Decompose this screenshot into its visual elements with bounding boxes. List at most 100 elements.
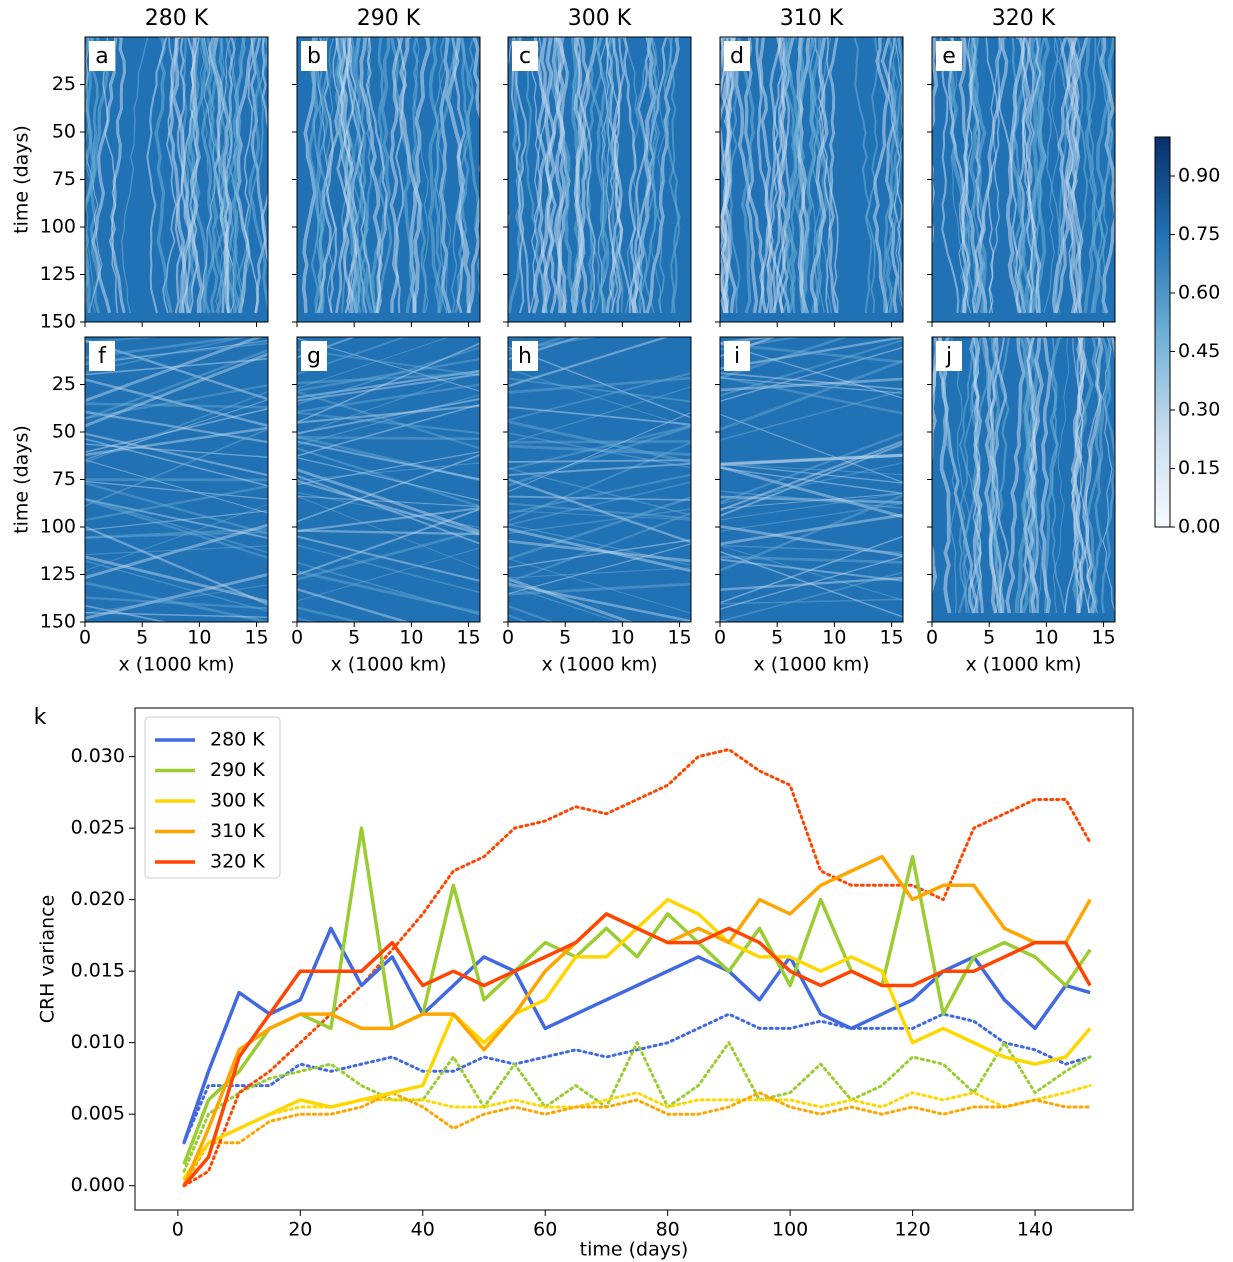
texture-stripe [297, 495, 480, 570]
panel-letter-box [301, 41, 327, 71]
texture-stripe [1063, 337, 1085, 614]
dotted-line [182, 1012, 1092, 1145]
heatmap-texture [85, 37, 268, 314]
panel-letter: k [34, 705, 47, 730]
y-tick-label: 50 [52, 421, 76, 443]
y-axis-label: time (days) [11, 425, 33, 534]
y-tick-label: 100 [40, 216, 76, 238]
texture-stripe [223, 37, 236, 314]
texture-stripe [1046, 37, 1063, 314]
texture-stripe [466, 37, 480, 314]
texture-stripe [85, 523, 268, 580]
texture-stripe [508, 481, 691, 526]
texture-stripe [932, 337, 938, 402]
texture-stripe [508, 337, 600, 352]
texture-stripe [85, 438, 268, 487]
texture-stripe [865, 37, 881, 314]
texture-stripe [720, 467, 903, 495]
x-tick-label: 15 [879, 627, 903, 649]
y-tick-label: 50 [52, 121, 76, 143]
y-tick-label: 125 [40, 263, 76, 285]
texture-stripe [412, 37, 429, 314]
texture-stripe [508, 459, 691, 463]
texture-stripe [508, 604, 555, 622]
texture-stripe [720, 492, 903, 510]
texture-stripe [508, 346, 691, 419]
texture-stripe [508, 567, 691, 579]
texture-stripe [85, 581, 268, 622]
texture-stripe [85, 443, 268, 458]
y-axis-label: time (days) [11, 125, 33, 234]
x-tick-label: 15 [667, 627, 691, 649]
texture-stripe [85, 349, 268, 421]
y-tick-label: 25 [52, 373, 76, 395]
heatmap-texture [85, 337, 268, 622]
texture-stripe [508, 440, 691, 444]
texture-stripe [508, 495, 691, 501]
texture-stripe [297, 342, 480, 424]
texture-stripe [85, 596, 268, 610]
texture-stripe [720, 337, 850, 379]
y-tick-label: 100 [40, 516, 76, 538]
texture-stripe [720, 465, 903, 519]
texture-stripe [1005, 37, 1026, 314]
x-tick-label: 0 [714, 627, 726, 649]
texture-stripe [950, 337, 971, 614]
texture-stripe [85, 503, 268, 572]
texture-stripe [1096, 37, 1114, 314]
texture-stripe [720, 453, 903, 467]
texture-stripe [297, 528, 480, 581]
texture-stripe [297, 495, 480, 508]
texture-stripe [508, 584, 621, 622]
texture-stripe [302, 37, 319, 314]
texture-stripe [1051, 37, 1071, 314]
texture-stripe [508, 473, 691, 515]
texture-stripe [85, 339, 268, 401]
panel-letter: g [307, 344, 321, 369]
texture-stripe [782, 37, 805, 314]
texture-stripe [720, 359, 903, 431]
heatmap-texture [720, 337, 903, 622]
texture-stripe [436, 37, 454, 314]
texture-stripe [297, 337, 451, 389]
texture-stripe [85, 407, 268, 454]
texture-stripe [85, 555, 268, 603]
texture-stripe [720, 544, 903, 554]
texture-stripe [720, 377, 903, 394]
texture-stripe [102, 37, 119, 314]
texture-stripe [720, 443, 903, 517]
texture-stripe [297, 606, 364, 622]
legend-box [144, 716, 281, 879]
texture-stripe [532, 37, 558, 314]
texture-stripe [962, 37, 978, 314]
dotted-line [182, 1091, 1092, 1188]
texture-stripe [508, 425, 691, 487]
texture-stripe [85, 497, 268, 554]
texture-stripe [960, 37, 973, 314]
texture-stripe [217, 37, 235, 314]
texture-stripe [297, 462, 480, 481]
texture-stripe [1054, 37, 1089, 314]
texture-stripe [85, 399, 268, 461]
x-tick-label: 20 [288, 1219, 312, 1241]
texture-stripe [508, 406, 691, 426]
colorbar-tick-label: 0.45 [1178, 340, 1220, 362]
texture-stripe [720, 339, 903, 397]
texture-stripe [736, 37, 755, 314]
x-tick-label: 5 [771, 627, 783, 649]
texture-stripe [720, 463, 903, 484]
colorbar-tick-label: 0.90 [1178, 165, 1220, 187]
texture-stripe [1031, 37, 1047, 314]
texture-stripe [359, 37, 383, 314]
texture-stripe [1043, 37, 1059, 314]
texture-stripe [427, 37, 444, 314]
texture-stripe [872, 37, 890, 314]
texture-stripe [508, 614, 529, 622]
texture-stripe [411, 37, 428, 314]
texture-stripe [1009, 37, 1024, 314]
y-tick-label: 150 [40, 311, 76, 333]
texture-stripe [85, 510, 268, 531]
y-tick-label: 0.000 [71, 1174, 125, 1196]
texture-stripe [85, 560, 268, 612]
